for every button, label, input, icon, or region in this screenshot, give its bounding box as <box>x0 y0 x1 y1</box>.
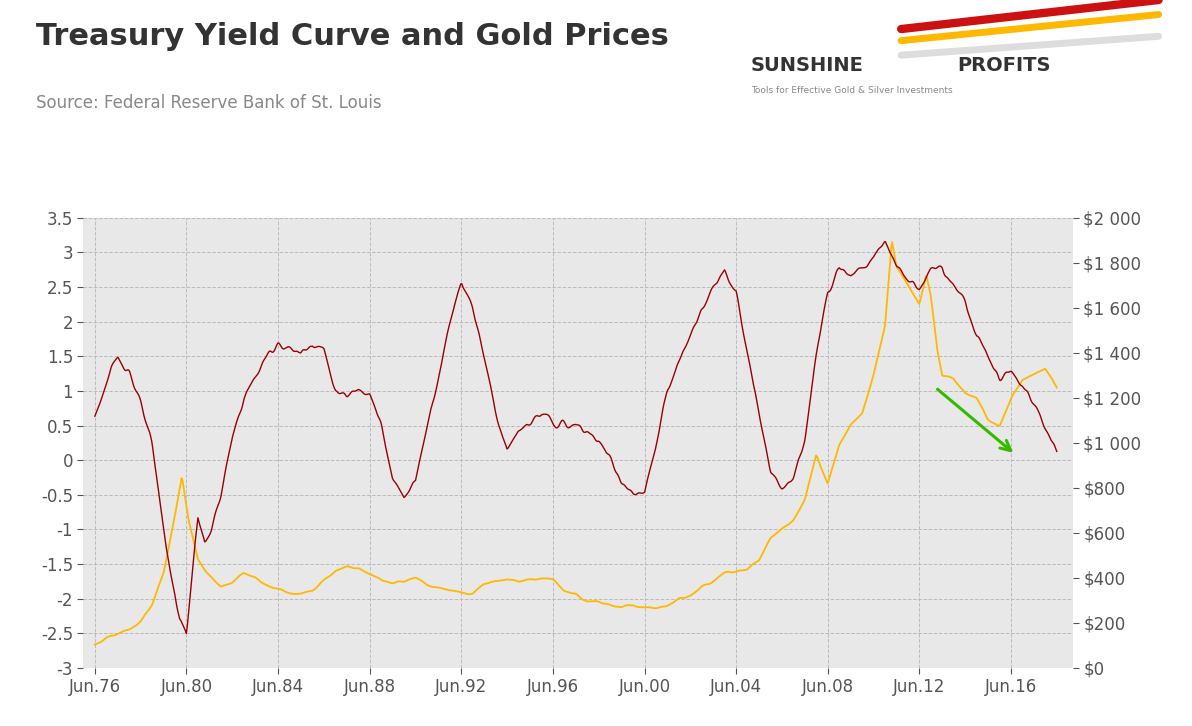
Text: SUNSHINE: SUNSHINE <box>751 56 864 75</box>
Text: PROFITS: PROFITS <box>957 56 1050 75</box>
Text: Tools for Effective Gold & Silver Investments: Tools for Effective Gold & Silver Invest… <box>751 86 952 94</box>
Text: Treasury Yield Curve and Gold Prices: Treasury Yield Curve and Gold Prices <box>36 22 669 51</box>
Text: Source: Federal Reserve Bank of St. Louis: Source: Federal Reserve Bank of St. Loui… <box>36 94 381 113</box>
